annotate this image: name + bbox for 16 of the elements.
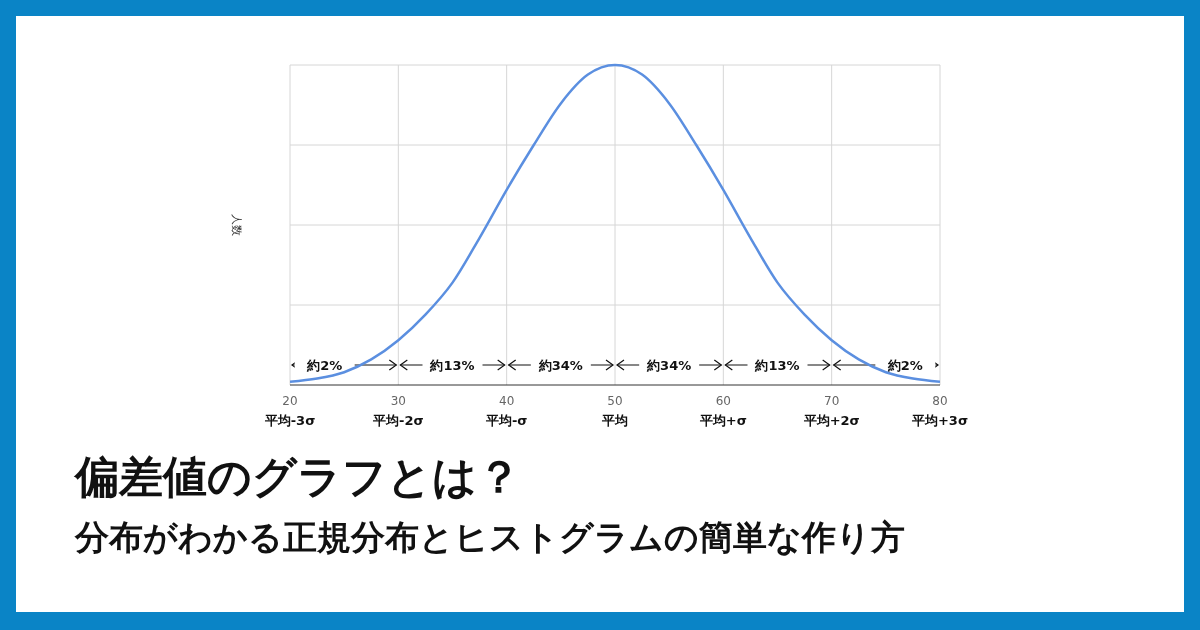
x-tick-label: 50 平均 xyxy=(601,394,628,428)
x-tick-label: 70 平均+2σ xyxy=(802,394,860,428)
x-tick-label: 60 平均+σ xyxy=(698,394,747,428)
annotation: 約13% xyxy=(429,358,475,373)
x-tick-label: 40 平均-σ xyxy=(484,394,528,428)
y-axis-title: 人数 xyxy=(230,214,243,236)
x-tick-label: 80 平均+3σ xyxy=(910,394,969,428)
text: 分布がわかる正規分布とヒストグラムの簡単な作り方 xyxy=(75,516,905,559)
annotation: 約2% xyxy=(886,358,923,373)
text: 偏差値のグラフとは？ xyxy=(75,450,521,504)
annotation: 約34% xyxy=(537,358,583,373)
x-tick-label: 30 平均-2σ xyxy=(372,394,424,428)
annotation: 約13% xyxy=(754,358,800,373)
annotation: 約2% xyxy=(306,358,343,373)
x-tick-label: 20 平均-3σ xyxy=(263,394,316,428)
annotation: 約34% xyxy=(646,358,692,373)
